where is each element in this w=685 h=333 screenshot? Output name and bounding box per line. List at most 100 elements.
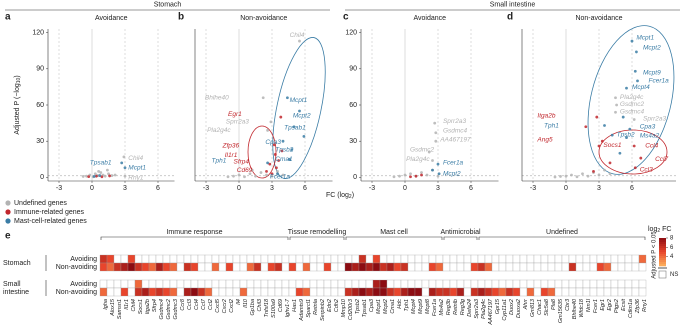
heat-cell xyxy=(456,254,465,264)
gene-label: Sprr2a3 xyxy=(226,119,250,126)
x-tick-label: 3 xyxy=(597,185,601,192)
colorbar-tick-label: 4 xyxy=(670,254,674,260)
gene-point xyxy=(597,144,601,148)
gene-point xyxy=(110,174,114,177)
heat-cell xyxy=(421,287,430,297)
gene-label: Cd69 xyxy=(237,167,253,174)
gene-column-label: Ecsit xyxy=(621,299,627,311)
heat-cell xyxy=(638,254,647,264)
heat-cell xyxy=(330,262,339,272)
heat-cell xyxy=(484,287,493,297)
gene-label: Ccl3 xyxy=(640,167,653,174)
gene-column-label: Serpinb2 xyxy=(320,299,326,321)
group-bracket xyxy=(478,236,646,240)
gene-point xyxy=(232,174,235,178)
gene-point xyxy=(272,143,276,147)
heat-cell xyxy=(386,262,395,272)
heat-cell xyxy=(316,279,325,289)
gene-label: Egr1 xyxy=(228,111,242,118)
gene-point xyxy=(614,110,617,114)
heat-cell xyxy=(631,287,640,297)
gene-point xyxy=(113,173,117,177)
heat-cell xyxy=(477,279,486,289)
heat-cell xyxy=(400,262,409,272)
gene-point xyxy=(603,168,606,172)
heat-cell xyxy=(540,262,549,272)
heat-cell xyxy=(421,279,430,289)
heat-cell xyxy=(141,287,150,297)
gene-point xyxy=(621,115,625,119)
heat-cell xyxy=(295,262,304,272)
x-tick-label: 0 xyxy=(237,185,241,192)
gene-point xyxy=(269,120,273,124)
gene-column-label: Has1 xyxy=(292,299,298,312)
gene-point xyxy=(625,136,628,139)
row-label: Avoiding xyxy=(70,281,97,288)
colorbar-step xyxy=(659,250,666,253)
y-tick-label: 90 xyxy=(349,66,357,73)
gene-point xyxy=(409,175,412,179)
heat-cell xyxy=(162,262,171,272)
gene-point xyxy=(276,169,279,173)
heat-cell xyxy=(155,254,164,264)
heat-cell xyxy=(414,254,423,264)
heat-cell xyxy=(183,262,192,272)
heat-cell xyxy=(547,254,556,264)
gene-column-label: Fcer1a xyxy=(432,299,438,316)
gene-column-label: Tnfsf18 xyxy=(264,298,270,317)
gene-point xyxy=(427,150,431,154)
colorbar-step xyxy=(659,244,666,247)
heat-cell xyxy=(442,262,451,272)
heat-cell xyxy=(288,262,297,272)
heat-cell xyxy=(400,254,409,264)
heat-cell xyxy=(204,254,213,264)
x-tick-label: 3 xyxy=(270,185,274,192)
heat-cell xyxy=(99,262,108,272)
x-tick-label: -3 xyxy=(530,185,536,192)
gene-point xyxy=(633,69,637,73)
heat-cell xyxy=(589,254,598,264)
heat-cell xyxy=(372,254,381,264)
gene-point xyxy=(290,148,294,152)
heat-cell xyxy=(484,254,493,264)
heat-cell xyxy=(309,262,318,272)
colorbar-title-main: log xyxy=(648,226,657,233)
heat-cell xyxy=(463,287,472,297)
heat-cell xyxy=(134,254,143,264)
heat-cell xyxy=(435,254,444,264)
heat-cell xyxy=(358,254,367,264)
gene-point xyxy=(100,175,104,179)
gene-point xyxy=(597,173,601,177)
group-label: Immune response xyxy=(166,229,222,236)
heat-cell xyxy=(225,287,234,297)
heat-cell xyxy=(463,262,472,272)
heat-cell xyxy=(323,279,332,289)
gene-point xyxy=(270,174,274,178)
heat-cell xyxy=(498,262,507,272)
gene-column-label: Cd69 xyxy=(278,299,284,312)
heat-cell xyxy=(239,254,248,264)
heat-cell xyxy=(505,287,514,297)
heat-cell xyxy=(211,279,220,289)
heat-cell xyxy=(603,287,612,297)
heat-cell xyxy=(421,254,430,264)
heat-cell xyxy=(372,262,381,272)
heat-cell xyxy=(120,279,129,289)
heat-cell xyxy=(526,262,535,272)
legend-marker xyxy=(5,218,11,224)
gene-column-label: Il1r1 xyxy=(124,299,130,310)
gene-label: Ccl4 xyxy=(645,143,658,150)
gene-column-label: Chil3 xyxy=(257,298,263,311)
group-label: Undefined xyxy=(546,229,578,236)
heat-cell xyxy=(498,287,507,297)
heat-cell xyxy=(232,287,241,297)
gene-point xyxy=(97,169,100,173)
heat-cell xyxy=(344,287,353,297)
heat-cell xyxy=(162,254,171,264)
heat-cell xyxy=(582,262,591,272)
heat-cell xyxy=(379,254,388,264)
heat-cell xyxy=(141,262,150,272)
heat-cell xyxy=(379,262,388,272)
gene-point xyxy=(425,173,429,177)
gene-point xyxy=(409,172,412,176)
